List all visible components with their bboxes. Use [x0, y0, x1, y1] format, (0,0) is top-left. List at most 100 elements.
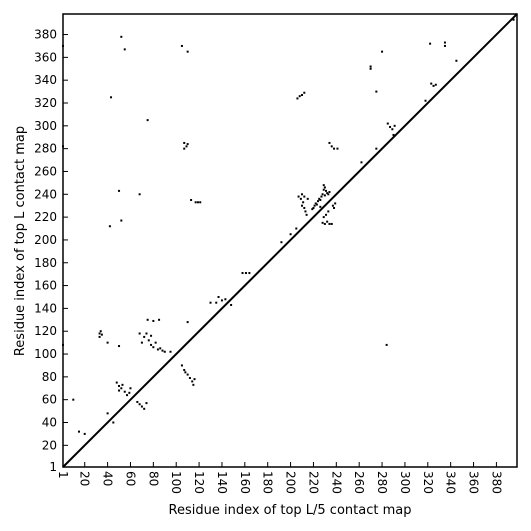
- contact-point: [315, 203, 318, 206]
- contact-point: [432, 84, 435, 87]
- contact-point: [322, 216, 325, 219]
- contact-point: [186, 321, 189, 324]
- contact-point: [375, 147, 378, 150]
- y-tick-label: 220: [34, 210, 57, 224]
- contact-point: [138, 193, 141, 196]
- contact-point: [424, 99, 427, 102]
- contact-point: [430, 82, 433, 85]
- contact-point: [393, 124, 396, 127]
- contact-point: [163, 350, 166, 353]
- x-axis-label: Residue index of top L/5 contact map: [169, 503, 412, 518]
- contact-point: [220, 299, 223, 302]
- contact-point: [138, 403, 141, 406]
- contact-point: [121, 383, 124, 386]
- x-tick-label: 380: [489, 471, 503, 494]
- contact-point: [330, 222, 333, 225]
- x-tick-label: 200: [284, 471, 298, 494]
- x-tick-label: 280: [375, 471, 389, 494]
- contact-point: [244, 272, 247, 275]
- contact-point: [186, 143, 189, 146]
- y-tick-label: 1: [49, 460, 57, 474]
- contact-point: [145, 402, 148, 405]
- y-tick-label: 160: [34, 279, 57, 293]
- contact-point: [391, 128, 394, 131]
- contact-point: [199, 201, 202, 204]
- contact-point: [323, 194, 326, 197]
- contact-point: [305, 213, 308, 216]
- contact-point: [322, 188, 325, 191]
- contact-point: [100, 333, 103, 336]
- contact-point: [298, 95, 301, 98]
- contact-point: [146, 119, 149, 122]
- contact-point: [145, 332, 148, 335]
- contact-point: [191, 380, 194, 383]
- x-tick-label: 220: [306, 471, 320, 494]
- contact-point: [62, 343, 64, 346]
- y-tick-label: 280: [34, 142, 57, 156]
- contact-point: [303, 91, 306, 94]
- x-tick-label: 80: [146, 471, 160, 486]
- contact-point: [385, 343, 388, 346]
- contact-point: [183, 369, 186, 372]
- x-tick-label: 140: [215, 471, 229, 494]
- contact-point: [297, 195, 300, 198]
- contact-point: [143, 407, 146, 410]
- contact-point: [333, 147, 336, 150]
- contact-point: [443, 44, 446, 47]
- x-tick-label: 100: [169, 471, 183, 494]
- contact-point: [299, 197, 302, 200]
- contact-point: [302, 201, 305, 204]
- y-tick-label: 40: [42, 415, 57, 429]
- contact-point: [120, 387, 123, 390]
- y-tick-label: 180: [34, 256, 57, 270]
- x-tick-label: 120: [192, 471, 206, 494]
- contact-point: [318, 197, 321, 200]
- contact-point: [120, 219, 123, 222]
- contact-point: [183, 141, 186, 144]
- x-tick-label: 240: [329, 471, 343, 494]
- contact-point: [336, 147, 339, 150]
- contact-point: [106, 341, 109, 344]
- y-tick-label: 260: [34, 164, 57, 178]
- contact-point: [98, 335, 101, 338]
- contact-point: [386, 122, 389, 125]
- contact-point: [186, 50, 189, 53]
- contact-point: [193, 378, 196, 381]
- contact-point: [183, 147, 186, 150]
- contact-point: [154, 341, 157, 344]
- contact-point: [325, 213, 328, 216]
- contact-point: [209, 301, 212, 304]
- contact-point: [138, 332, 141, 335]
- contact-point: [313, 204, 316, 207]
- contact-point: [304, 210, 307, 213]
- contact-point: [158, 318, 161, 321]
- contact-point: [327, 193, 330, 196]
- contact-point: [317, 200, 320, 203]
- contact-point: [152, 319, 155, 322]
- y-tick-label: 200: [34, 233, 57, 247]
- contact-point: [128, 391, 131, 394]
- y-tick-label: 380: [34, 28, 57, 42]
- contact-point: [333, 206, 336, 209]
- x-tick-label: 20: [78, 471, 92, 486]
- contact-point: [123, 390, 126, 393]
- contact-point: [360, 161, 363, 164]
- contact-point: [118, 345, 121, 348]
- contact-point: [115, 381, 118, 384]
- y-tick-label: 340: [34, 73, 57, 87]
- contact-point: [192, 383, 195, 386]
- contact-point: [108, 225, 111, 228]
- contact-point: [118, 384, 121, 387]
- contact-point: [186, 373, 189, 376]
- contact-point: [328, 141, 331, 144]
- y-tick-label: 60: [42, 393, 57, 407]
- contact-point: [136, 400, 139, 403]
- y-tick-label: 120: [34, 324, 57, 338]
- contact-point: [296, 97, 299, 100]
- contact-point: [331, 204, 334, 207]
- contact-point: [303, 195, 306, 198]
- diagonal-line: [62, 13, 518, 468]
- contact-point: [150, 334, 153, 337]
- contact-point: [217, 295, 220, 298]
- x-tick-label: 180: [261, 471, 275, 494]
